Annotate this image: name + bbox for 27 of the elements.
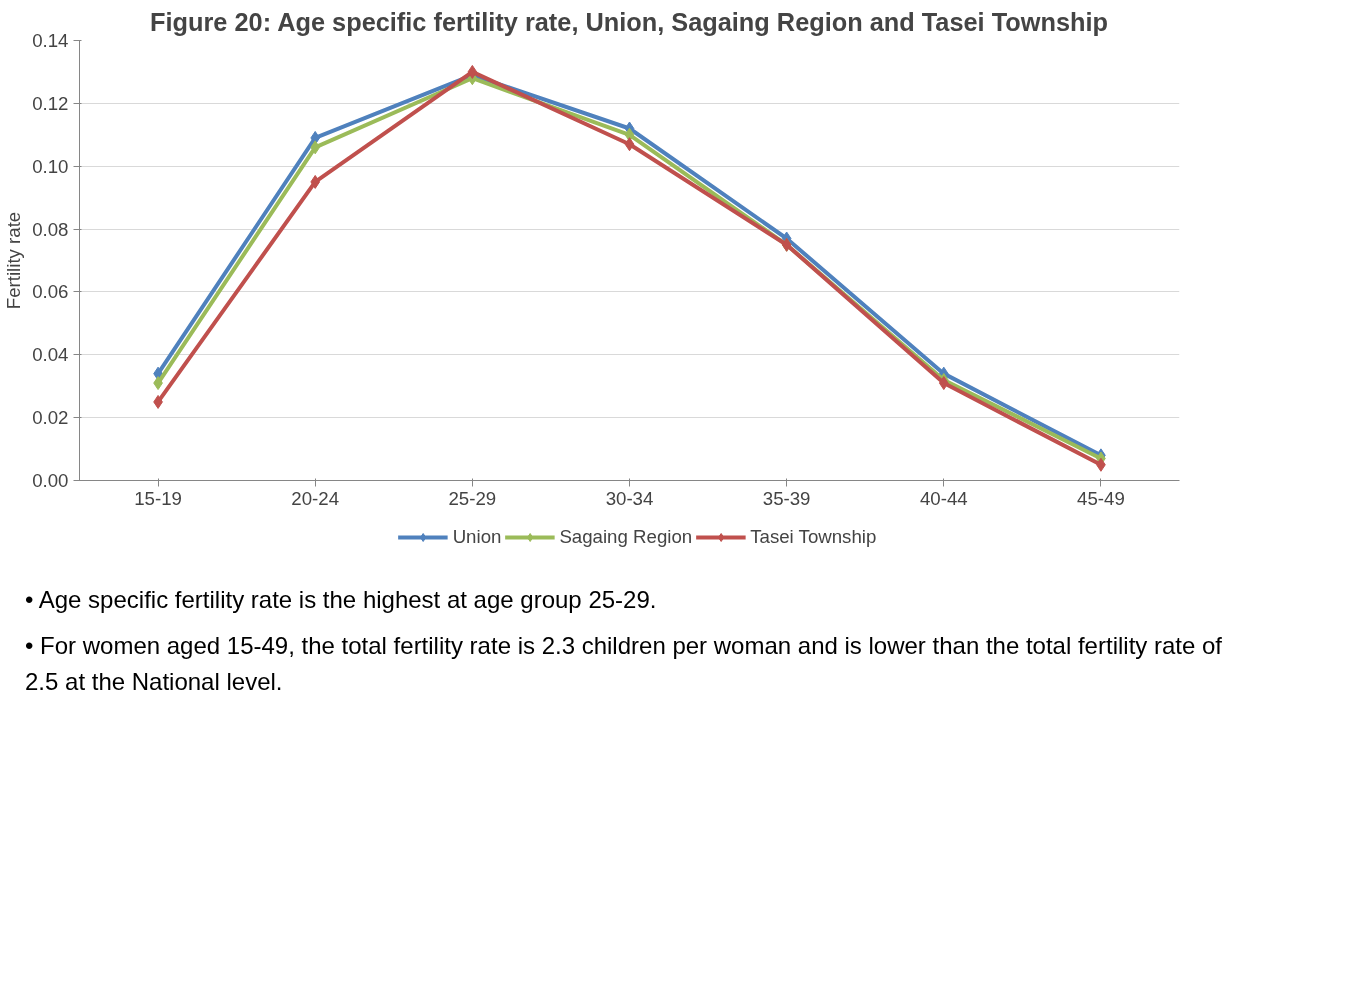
legend-label: Union (452, 526, 502, 548)
chart-title: Figure 20: Age specific fertility rate, Union, Sagaing Region and Tasei Township (150, 7, 1108, 36)
point (467, 64, 478, 79)
point (310, 140, 321, 155)
point (624, 137, 635, 152)
x-tick-label: 15-19 (134, 487, 182, 509)
legend-label: Sagaing Region (559, 526, 693, 548)
y-tick-label: 0.14 (32, 30, 69, 51)
text: • Age specific fertility rate is the highest at age group 25-29. (25, 585, 658, 615)
legend-label: Tasei Township (750, 526, 877, 548)
x-tick-label: 45-49 (1077, 487, 1125, 509)
y-tick-label: 0.12 (32, 92, 69, 114)
y-tick-label: 0.10 (32, 155, 69, 177)
y-tick-label: 0.08 (32, 218, 69, 240)
text: • For women aged 15-49, the total fertility rate is 2.3 children per woman and is lower than the total fertility rate of 2.5 at the National level. (25, 631, 1223, 697)
y-tick-label: 0.06 (32, 281, 69, 303)
x-tick-label: 20-24 (291, 487, 340, 509)
point (310, 174, 321, 189)
point (938, 376, 949, 391)
x-tick-label: 40-44 (919, 487, 968, 509)
y-tick-label: 0.02 (32, 407, 69, 429)
x-tick-label: 25-29 (448, 487, 497, 509)
y-tick-label: 0.00 (32, 470, 69, 491)
y-tick-label: 0.04 (32, 344, 69, 366)
y-axis-title: Fertility rate (3, 211, 25, 310)
x-tick-label: 35-39 (762, 487, 811, 509)
x-tick-label: 30-34 (605, 487, 654, 509)
